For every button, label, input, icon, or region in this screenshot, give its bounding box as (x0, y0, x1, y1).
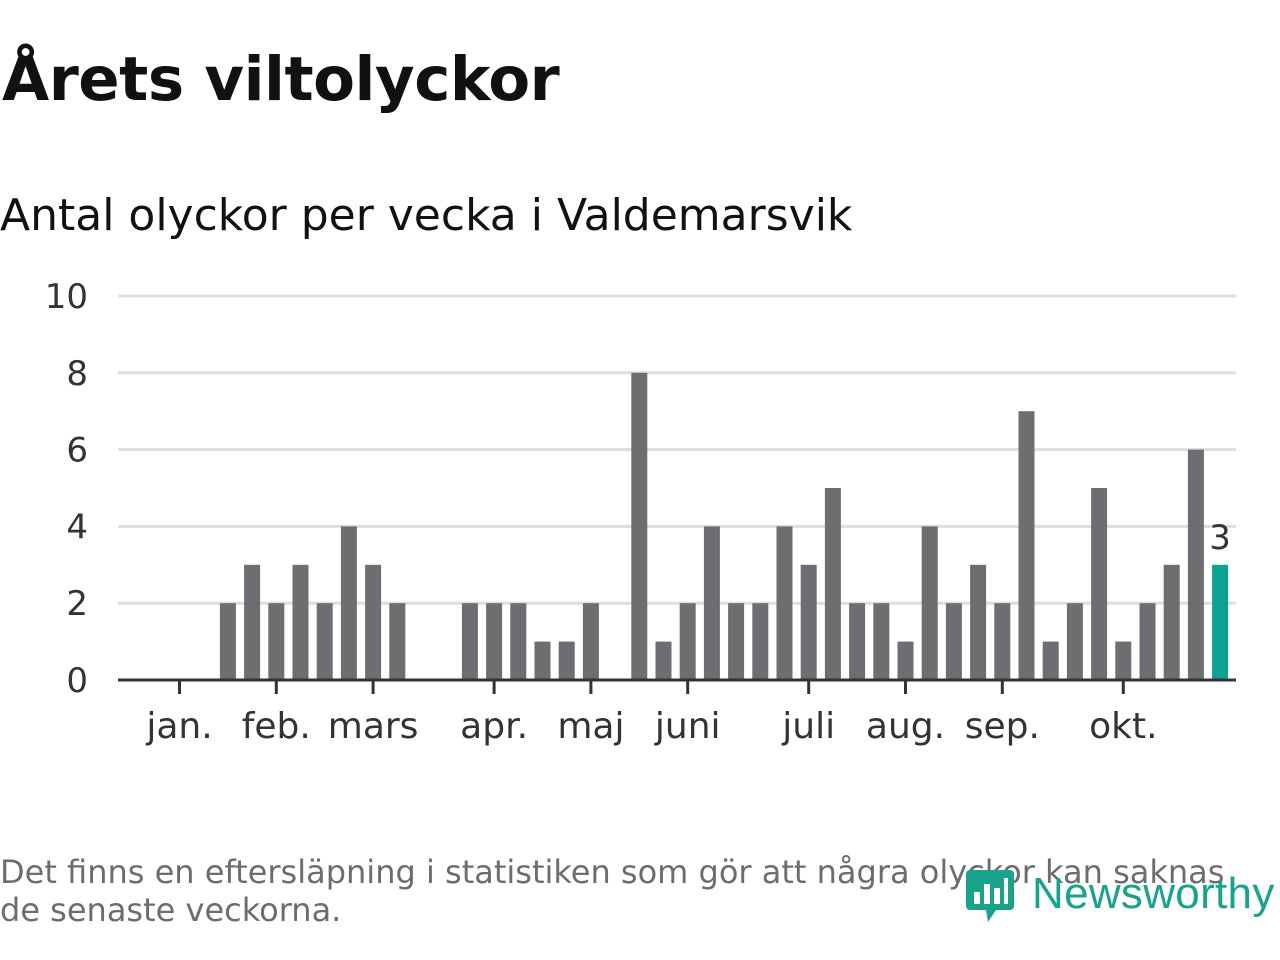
footnote: Det finns en eftersläpning i statistiken… (0, 853, 1225, 929)
y-tick-label: 4 (66, 507, 88, 547)
y-axis-ticks: 0 2 4 6 8 10 (45, 277, 88, 701)
bar (244, 564, 261, 680)
bar (849, 603, 866, 680)
x-axis-ticks: jan. feb. mars apr. maj juni juli aug. sep. okt. (145, 680, 1158, 747)
bar (365, 564, 382, 680)
bar (655, 641, 672, 680)
bar (728, 603, 745, 680)
bar (558, 641, 575, 680)
bar (316, 603, 333, 680)
bar (631, 372, 648, 680)
gridlines (118, 294, 1236, 605)
chart-title: Årets viltolyckor (2, 44, 560, 115)
x-tick-label: okt. (1089, 706, 1157, 747)
bar (268, 603, 285, 680)
bar-chart: 0 2 4 6 8 10 jan. feb. mars apr. maj juni juli aug. s… (45, 277, 1236, 747)
bar (679, 603, 696, 680)
bar (945, 603, 962, 680)
y-tick-label: 8 (66, 354, 88, 394)
x-tick-label: juli (781, 706, 835, 747)
x-tick-label: aug. (866, 706, 945, 747)
newsworthy-logo-icon (966, 870, 1014, 922)
brand-logo: Newsworthy (964, 862, 1275, 926)
bar (1042, 641, 1059, 680)
bar (1091, 488, 1108, 680)
last-value-label: 3 (1209, 518, 1231, 558)
bar (534, 641, 551, 680)
y-tick-label: 10 (45, 277, 88, 317)
x-tick-label: apr. (460, 706, 528, 747)
bar (824, 488, 841, 680)
bar (219, 603, 236, 680)
y-tick-label: 2 (66, 584, 88, 624)
bar (340, 526, 357, 680)
bar (582, 603, 599, 680)
bar (389, 603, 406, 680)
y-tick-label: 6 (66, 431, 88, 471)
bar (873, 603, 890, 680)
x-tick-label: jan. (145, 706, 212, 747)
x-tick-label: sep. (965, 706, 1040, 747)
bar (1066, 603, 1083, 680)
bar (486, 603, 503, 680)
bar (1115, 641, 1132, 680)
chart-subtitle: Antal olyckor per vecka i Valdemarsvik (0, 190, 853, 241)
bar (752, 603, 769, 680)
bar (1163, 564, 1180, 680)
bar-current-week (1212, 564, 1229, 680)
bar (994, 603, 1011, 680)
bar (1018, 411, 1035, 680)
bar (292, 564, 309, 680)
x-tick-label: feb. (242, 706, 311, 747)
y-tick-label: 0 (66, 661, 88, 701)
bar (1139, 603, 1156, 680)
bar (921, 526, 938, 680)
bar (510, 603, 527, 680)
x-tick-label: juni (654, 706, 721, 747)
bar (800, 564, 817, 680)
bar (776, 526, 793, 680)
x-tick-label: mars (328, 706, 419, 747)
brand-name: Newsworthy (1032, 869, 1275, 918)
bars (219, 372, 1229, 680)
bar (461, 603, 478, 680)
bar (703, 526, 720, 680)
x-tick-label: maj (557, 706, 624, 747)
bar (970, 564, 987, 680)
bar (1187, 449, 1204, 680)
bar (897, 641, 914, 680)
